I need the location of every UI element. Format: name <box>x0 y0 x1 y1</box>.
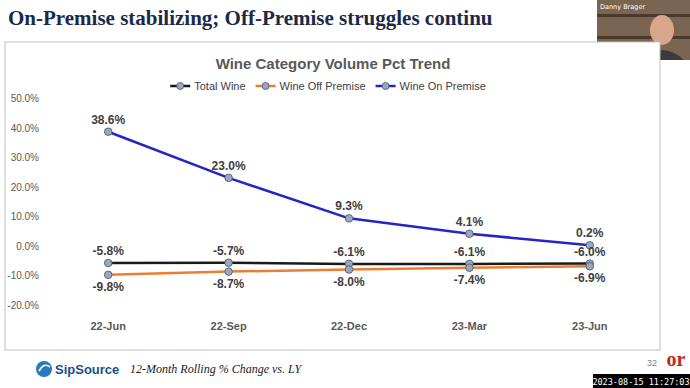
logo-swirl <box>39 365 50 371</box>
logo-icon <box>36 361 52 377</box>
data-label: 4.1% <box>456 215 484 229</box>
timestamp-bg <box>593 374 690 388</box>
logo-text: SipSource <box>55 362 119 377</box>
marker <box>225 174 233 182</box>
marker <box>225 259 233 267</box>
page-number: 32 <box>647 358 657 368</box>
legend-marker <box>177 83 184 90</box>
timestamp: 2023-08-15 11:27:03 <box>592 377 689 387</box>
legend-marker <box>382 83 389 90</box>
y-tick <box>42 245 48 246</box>
legend-label: Wine On Premise <box>400 80 486 92</box>
data-label: -6.1% <box>333 245 365 259</box>
y-tick-label: 50.0% <box>11 93 39 104</box>
legend-marker <box>262 83 269 90</box>
marker <box>104 128 112 136</box>
data-label: 23.0% <box>212 159 246 173</box>
chart-frame <box>5 42 660 350</box>
y-tick-label: 0.0% <box>16 241 39 252</box>
y-tick <box>42 216 48 217</box>
marker <box>466 264 474 272</box>
slide: On-Premise stabilizing; Off-Premise stru… <box>0 0 690 388</box>
marker <box>345 266 353 274</box>
legend: Total Wine Wine Off Premise Wine On Premis… <box>170 80 486 92</box>
y-tick-label: -20.0% <box>7 300 39 311</box>
data-label: -5.7% <box>213 244 245 258</box>
y-tick <box>42 127 48 128</box>
page: {"slide": {"heading": "On-Premise stabil… <box>0 0 690 388</box>
data-label: 9.3% <box>335 199 363 213</box>
plot <box>104 128 593 279</box>
chart-title: Wine Category Volume Pct Trend <box>216 55 451 72</box>
y-tick <box>42 98 48 99</box>
data-labels: -5.8% -5.7% -6.1% -6.1% -6.0% -9.8% -8.7% -8.0%… <box>91 113 606 294</box>
marker <box>104 259 112 267</box>
data-label: -8.0% <box>333 275 365 289</box>
x-tick-label: 23-Mar <box>452 320 488 332</box>
y-tick-label: 40.0% <box>11 123 39 134</box>
x-tick-label: 22-Sep <box>211 320 247 332</box>
y-tick-label: 20.0% <box>11 182 39 193</box>
legend-label: Wine Off Premise <box>280 80 366 92</box>
y-tick <box>42 305 48 306</box>
data-label: 38.6% <box>91 113 125 127</box>
background <box>0 0 690 388</box>
footnote: 12-Month Rolling % Change vs. LY <box>130 362 302 376</box>
data-label: -9.8% <box>93 280 125 294</box>
series-line <box>108 132 590 246</box>
data-label: -6.1% <box>454 245 486 259</box>
y-tick <box>42 275 48 276</box>
y-tick-label: 30.0% <box>11 152 39 163</box>
y-tick-label: 10.0% <box>11 211 39 222</box>
head <box>650 15 674 45</box>
marker <box>104 271 112 279</box>
data-label: -6.0% <box>574 245 606 259</box>
shelf <box>597 36 690 39</box>
heading: On-Premise stabilizing; Off-Premise stru… <box>8 6 493 30</box>
data-label: -6.9% <box>574 271 606 285</box>
logo: SipSource <box>36 361 119 377</box>
x-tick-label: 22-Dec <box>331 320 367 332</box>
corner-logo: or <box>667 348 686 370</box>
marker <box>225 268 233 276</box>
marker <box>586 262 594 270</box>
shelf <box>597 14 690 17</box>
x-tick-label: 22-Jun <box>90 320 126 332</box>
y-tick <box>42 186 48 187</box>
y-tick-label: -10.0% <box>7 270 39 281</box>
data-label: -5.8% <box>93 244 125 258</box>
data-label: -7.4% <box>454 273 486 287</box>
data-label: -8.7% <box>213 277 245 291</box>
y-tick <box>42 157 48 158</box>
marker <box>345 215 353 223</box>
marker <box>466 230 474 238</box>
presenter-name: Danny Brager <box>600 3 645 11</box>
data-label: 0.2% <box>576 226 604 240</box>
x-tick-label: 23-Jun <box>572 320 608 332</box>
legend-label: Total Wine <box>194 80 245 92</box>
